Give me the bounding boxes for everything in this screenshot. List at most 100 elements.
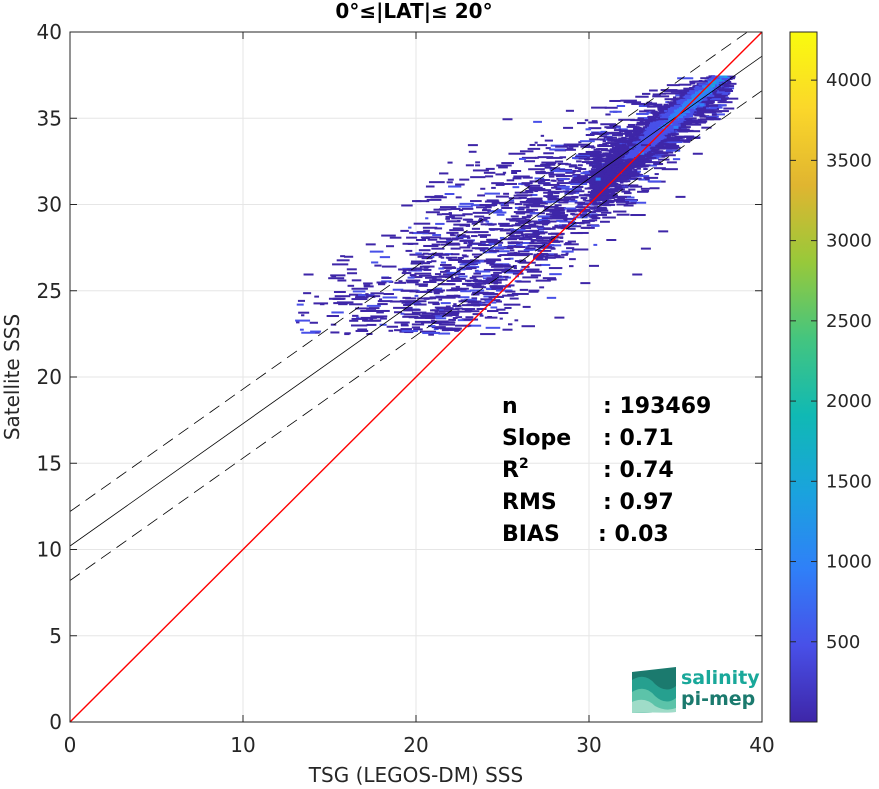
- density-bin: [473, 278, 478, 281]
- density-bin: [445, 243, 461, 246]
- density-bin: [614, 186, 621, 189]
- density-bin: [704, 96, 711, 99]
- density-bin: [537, 156, 554, 159]
- density-bin: [412, 200, 422, 203]
- density-bin: [573, 200, 578, 203]
- density-bin: [495, 183, 505, 186]
- density-bin: [672, 120, 679, 123]
- density-bin: [559, 169, 566, 172]
- density-bin: [529, 229, 539, 232]
- density-bin: [670, 98, 677, 101]
- density-bin: [710, 78, 715, 81]
- density-bin: [605, 167, 612, 170]
- density-bin: [536, 221, 551, 224]
- density-bin: [521, 325, 535, 328]
- density-bin: [591, 131, 608, 134]
- density-bin: [681, 91, 687, 94]
- density-bin: [654, 173, 659, 176]
- density-bin: [377, 303, 388, 306]
- density-bin: [443, 308, 460, 311]
- density-bin: [620, 99, 637, 102]
- density-bin: [674, 130, 679, 133]
- density-bin: [602, 166, 612, 169]
- density-bin: [627, 123, 636, 126]
- density-bin: [587, 191, 596, 194]
- density-bin: [646, 122, 650, 125]
- density-bin: [441, 213, 452, 216]
- density-bin: [488, 242, 495, 245]
- density-bin: [431, 260, 437, 263]
- density-bin: [695, 110, 703, 113]
- density-bin: [408, 316, 416, 319]
- density-bin: [565, 171, 575, 174]
- density-bin: [414, 320, 431, 323]
- density-bin: [491, 182, 504, 185]
- density-bin: [589, 138, 606, 141]
- density-bin: [691, 87, 696, 90]
- density-bin: [641, 148, 650, 151]
- density-bin: [436, 213, 443, 216]
- density-bin: [722, 97, 739, 100]
- density-bin: [351, 317, 368, 320]
- density-bin: [624, 157, 630, 160]
- density-bin: [503, 247, 514, 250]
- density-bin: [614, 187, 623, 190]
- density-bin: [635, 159, 644, 162]
- density-bin: [526, 270, 542, 273]
- density-bin: [683, 121, 692, 124]
- density-bin: [432, 233, 442, 236]
- density-bin: [528, 223, 537, 226]
- density-bin: [589, 163, 593, 166]
- density-bin: [326, 315, 340, 318]
- density-bin: [370, 315, 388, 318]
- density-bin: [405, 249, 413, 252]
- density-bin: [524, 191, 534, 194]
- density-bin: [589, 152, 599, 155]
- density-bin: [558, 178, 569, 181]
- density-bin: [448, 185, 462, 188]
- density-bin: [672, 89, 682, 92]
- density-bin: [612, 149, 618, 152]
- density-bin: [511, 171, 518, 174]
- density-bin: [611, 183, 621, 186]
- density-bin: [566, 247, 575, 250]
- density-bin: [610, 195, 616, 198]
- density-bin: [518, 157, 527, 160]
- density-bin: [558, 201, 568, 204]
- density-bin: [648, 120, 657, 123]
- density-bin: [543, 227, 556, 230]
- density-bin: [407, 276, 415, 279]
- x-tick-label: 10: [230, 733, 255, 757]
- density-bin: [650, 136, 660, 139]
- density-bin: [634, 157, 643, 160]
- density-bin: [528, 184, 541, 187]
- density-bin: [527, 186, 543, 189]
- density-bin: [645, 103, 656, 106]
- density-bin: [479, 249, 486, 252]
- density-bin: [721, 78, 731, 81]
- density-bin: [645, 178, 650, 181]
- density-bin: [472, 260, 477, 263]
- density-bin: [678, 118, 682, 121]
- density-bin: [485, 204, 496, 207]
- density-bin: [607, 196, 615, 199]
- density-bin: [578, 152, 595, 155]
- density-bin: [679, 112, 687, 115]
- density-bin: [555, 160, 564, 163]
- density-bin: [522, 176, 533, 179]
- density-bin: [678, 118, 687, 121]
- density-bin: [597, 189, 605, 192]
- y-tick-label: 40: [37, 20, 62, 44]
- density-bin: [576, 170, 582, 173]
- density-bin: [363, 282, 373, 285]
- density-bin: [659, 122, 665, 125]
- density-bin: [705, 94, 715, 97]
- density-bin: [533, 212, 545, 215]
- density-bin: [606, 189, 611, 192]
- density-bin: [702, 94, 710, 97]
- density-bin: [712, 87, 717, 90]
- density-bin: [393, 311, 403, 314]
- density-bin: [618, 149, 624, 152]
- density-bin: [495, 173, 506, 176]
